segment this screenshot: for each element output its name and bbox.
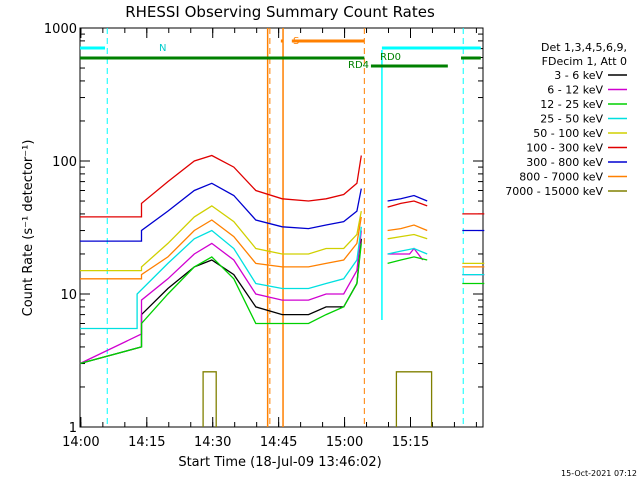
x-tick-label: 14:15 (128, 435, 165, 450)
legend-header-line-2: FDecim 1, Att 0 (542, 55, 627, 68)
x-tick-label: 14:00 (62, 435, 99, 450)
x-tick-label: 14:30 (194, 435, 231, 450)
series-line-7 (80, 216, 485, 280)
rd4-label: RD4 (348, 60, 369, 71)
series-line-8 (202, 371, 433, 427)
x-tick-label: 14:45 (260, 435, 297, 450)
timestamp-footer: 15-Oct-2021 07:12 (561, 469, 637, 478)
legend-header-line-1: Det 1,3,4,5,6,9, (541, 41, 627, 54)
legend-entry-label: 7000 - 15000 keV (505, 185, 603, 198)
y-tick-label: 10 (60, 288, 77, 303)
night-label: N (159, 43, 166, 54)
y-tick-label: 1 (69, 421, 77, 436)
x-axis: 14:00 14:15 14:30 14:45 15:00 15:15 (62, 28, 477, 450)
legend-entry-label: 300 - 800 keV (526, 156, 603, 169)
legend-entry-label: 3 - 6 keV (554, 69, 603, 82)
x-axis-label: Start Time (18-Jul-09 13:46:02) (178, 455, 381, 470)
y-tick-label: 1000 (44, 22, 77, 37)
data-series (79, 154, 485, 427)
series-line-2 (79, 243, 485, 365)
series-line-0 (79, 238, 362, 365)
status-bars (80, 39, 481, 68)
y-tick-label: 100 (52, 155, 77, 170)
y-axis: 1 10 100 1000 (44, 22, 483, 436)
legend-entry-label: 50 - 100 keV (533, 127, 603, 140)
series-line-5 (80, 154, 485, 218)
x-tick-label: 15:15 (392, 435, 429, 450)
legend: Det 1,3,4,5,6,9, FDecim 1, Att 0 3 - 6 k… (505, 41, 627, 198)
saa-label: S (293, 36, 299, 47)
y-axis-label: Count Rate (s⁻¹ detector⁻¹) (21, 140, 36, 317)
legend-entry-label: 12 - 25 keV (540, 98, 603, 111)
x-tick-label: 15:00 (326, 435, 363, 450)
chart-title: RHESSI Observing Summary Count Rates (125, 3, 435, 21)
series-line-4 (80, 205, 485, 272)
plot-frame (79, 27, 484, 428)
series-line-6 (80, 182, 485, 242)
rd0-label: RD0 (380, 52, 401, 63)
series-line-3 (80, 226, 485, 330)
legend-entry-label: 800 - 7000 keV (519, 171, 603, 184)
legend-entry-label: 25 - 50 keV (540, 113, 603, 126)
legend-entry-label: 6 - 12 keV (547, 84, 603, 97)
legend-entry-label: 100 - 300 keV (526, 142, 603, 155)
